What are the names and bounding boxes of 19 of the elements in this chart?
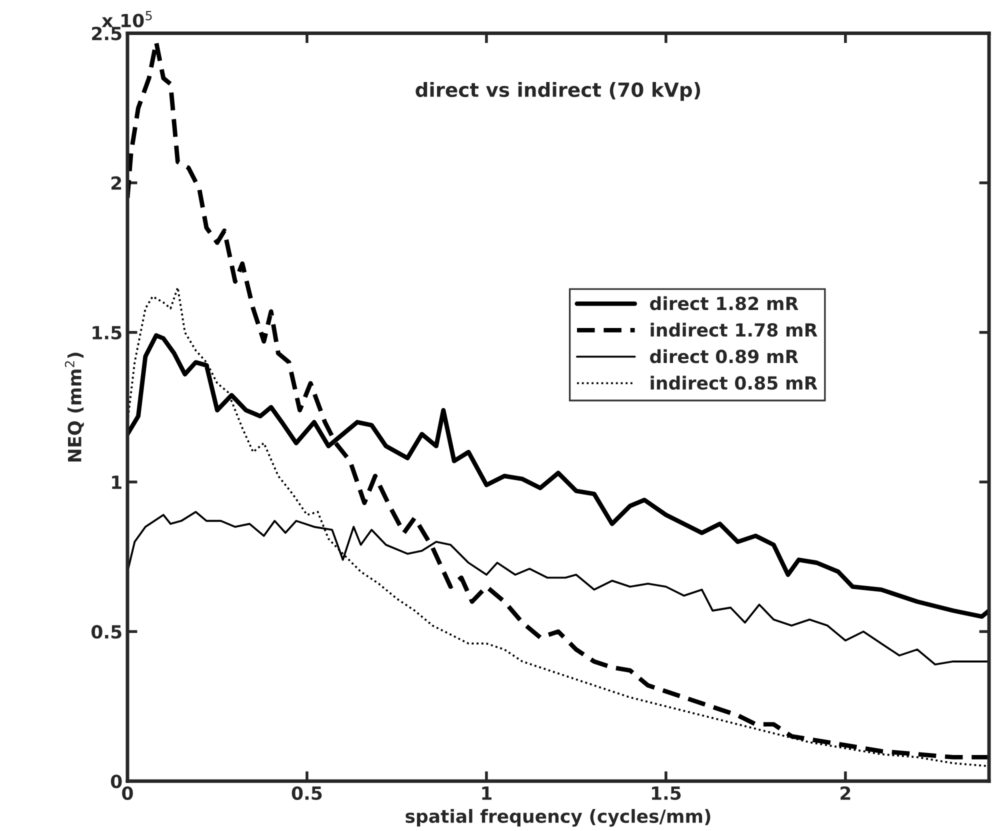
y-tick-label: 0.5 [92, 625, 122, 639]
text: direct vs indirect (70 kVp) [416, 82, 700, 101]
x-tick-label: 1 [482, 786, 492, 800]
legend-label: direct 1.82 mR [650, 296, 798, 310]
x-tick-label: 2 [840, 786, 850, 800]
y-tick-label: 0 [110, 774, 122, 788]
y-tick-label: 2.5 [92, 26, 122, 40]
x-tick-label: 0 [122, 786, 133, 800]
x-tick-label: 1.5 [652, 786, 681, 800]
text: x 10$^{5}$ [102, 10, 152, 28]
y-axis-title: NEQ (mm$^{2}$) [64, 352, 84, 462]
legend-label: indirect 1.78 mR [650, 322, 818, 337]
legend-label: direct 0.89 mR [650, 349, 798, 364]
x-tick-label: 0.5 [292, 786, 322, 800]
x-axis-title: spatial frequency (cycles/mm) [406, 809, 710, 827]
legend-label: indirect 0.85 mR [650, 376, 818, 390]
y-tick-label: 1.5 [92, 326, 122, 340]
y-tick-label: 2 [111, 176, 122, 190]
y-tick-label: 1 [112, 476, 122, 489]
